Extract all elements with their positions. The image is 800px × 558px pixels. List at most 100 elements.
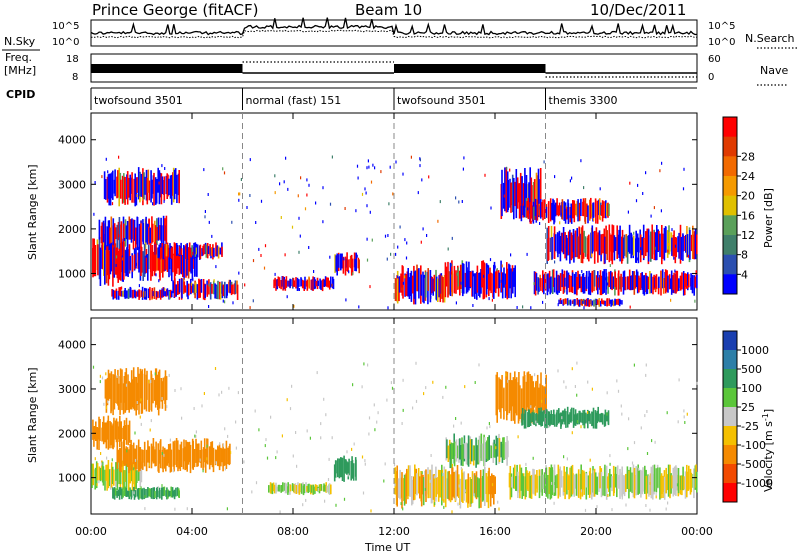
data-cell <box>199 244 202 260</box>
data-cell <box>124 288 126 299</box>
data-cell <box>635 269 638 287</box>
data-cell <box>431 276 433 294</box>
data-cell <box>441 275 443 299</box>
data-cell <box>571 367 573 371</box>
data-cell <box>514 181 516 207</box>
data-cell <box>488 422 490 425</box>
data-cell <box>475 273 477 294</box>
data-cell <box>460 281 462 285</box>
data-cell <box>161 381 164 409</box>
data-cell <box>562 227 565 255</box>
data-cell <box>569 467 571 498</box>
data-cell <box>652 276 654 295</box>
data-cell <box>415 399 418 403</box>
data-cell <box>211 234 213 238</box>
data-cell <box>640 469 642 498</box>
data-cell <box>407 465 410 496</box>
data-cell <box>109 234 112 275</box>
data-cell <box>662 475 664 498</box>
data-cell <box>161 251 163 273</box>
data-cell <box>223 171 226 175</box>
data-cell <box>318 484 321 494</box>
data-cell <box>450 442 453 468</box>
velocity-colorbar-label: Velocity [m s-1] <box>761 409 775 492</box>
data-cell <box>357 257 360 269</box>
data-cell <box>581 469 584 497</box>
data-cell <box>269 482 272 494</box>
data-cell <box>164 370 167 411</box>
data-cell <box>551 481 553 485</box>
data-cell <box>323 279 326 287</box>
data-cell <box>129 256 131 271</box>
data-cell <box>571 235 574 259</box>
data-cell <box>368 432 370 436</box>
data-cell <box>609 299 611 304</box>
data-cell <box>549 237 552 252</box>
data-cell <box>602 300 604 305</box>
data-cell <box>650 273 653 294</box>
velocity-colorbar-label-end: ] <box>762 409 775 413</box>
data-cell <box>569 299 572 306</box>
data-cell <box>672 289 674 293</box>
data-cell <box>194 251 196 277</box>
data-cell <box>235 446 237 450</box>
data-cell <box>666 270 668 292</box>
data-cell <box>110 371 113 412</box>
data-cell <box>351 447 353 451</box>
data-cell <box>407 268 409 297</box>
data-cell <box>538 475 541 499</box>
data-cell <box>404 275 406 279</box>
data-cell <box>612 300 615 307</box>
data-cell <box>151 245 154 277</box>
data-cell <box>199 450 202 463</box>
data-cell <box>640 247 642 251</box>
data-cell <box>524 410 527 429</box>
data-cell <box>178 170 180 204</box>
data-cell <box>115 247 117 275</box>
data-cell <box>555 270 558 294</box>
data-cell <box>619 468 621 499</box>
data-cell <box>224 467 226 471</box>
data-cell <box>547 475 549 499</box>
data-cell <box>398 276 401 293</box>
data-cell <box>401 287 403 291</box>
data-cell <box>148 383 150 412</box>
data-cell <box>636 257 638 261</box>
data-cell <box>112 243 114 287</box>
data-cell <box>665 467 667 494</box>
data-cell <box>118 426 120 440</box>
data-cell <box>696 274 698 289</box>
data-cell <box>451 463 453 467</box>
data-cell <box>131 218 133 240</box>
data-cell <box>421 178 423 182</box>
data-cell <box>285 483 288 494</box>
data-cell <box>606 298 608 307</box>
data-cell <box>146 177 149 205</box>
data-cell <box>316 371 318 375</box>
data-cell <box>399 225 401 229</box>
data-cell <box>643 237 645 259</box>
data-cell <box>620 273 622 292</box>
data-cell <box>193 449 196 468</box>
data-cell <box>331 436 333 440</box>
data-cell <box>607 202 609 218</box>
data-cell <box>368 416 371 420</box>
data-cell <box>199 279 201 298</box>
data-cell <box>399 469 401 500</box>
data-cell <box>123 238 126 241</box>
data-cell <box>136 470 138 483</box>
data-cell <box>551 467 554 496</box>
data-cell <box>208 305 210 308</box>
data-cell <box>677 468 680 494</box>
data-cell <box>669 464 671 499</box>
data-cell <box>544 272 547 291</box>
data-cell <box>455 417 457 420</box>
colorbar-tick-label: 1000 <box>741 344 769 357</box>
data-cell <box>477 439 480 465</box>
colorbar-cell <box>723 483 737 503</box>
data-cell <box>162 377 165 401</box>
data-cell <box>207 193 209 196</box>
data-cell <box>519 385 521 420</box>
data-cell <box>188 242 191 256</box>
data-cell <box>141 449 143 469</box>
